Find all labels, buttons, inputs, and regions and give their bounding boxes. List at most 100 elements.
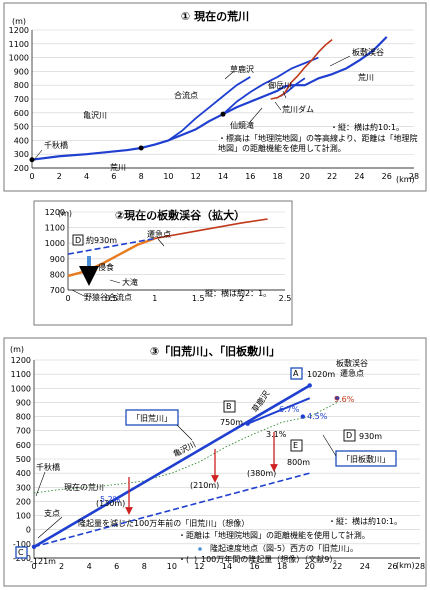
series-line (222, 56, 319, 115)
slope-old-itashiki: 4.5% (307, 412, 328, 421)
point-b: B 750m (220, 400, 243, 427)
series-line (154, 218, 268, 240)
point-a-value: 1020m (307, 370, 335, 379)
point-b-value: 750m (220, 418, 243, 427)
y-tick-label: 900 (16, 398, 31, 407)
y-tick-label: -100 (13, 540, 31, 549)
x-tick-label: 4 (84, 172, 89, 181)
point-d-label: D (346, 431, 352, 440)
uplift-130: (130m) (96, 499, 125, 508)
label-erosion: 侵食 (98, 262, 114, 272)
label-fulcrum: 支点 (44, 508, 60, 518)
x-tick-label: 16 (245, 172, 255, 181)
pointer-senshubashi (35, 471, 46, 497)
chart-title: ① 現在の荒川 (181, 9, 249, 23)
old-arakawa-box (125, 409, 179, 426)
y-tick-label: 1100 (45, 224, 65, 233)
x-tick-label: 26 (382, 172, 392, 181)
pointer-knickpoint (157, 238, 165, 247)
x-tick-label: 20 (300, 172, 310, 181)
point-a-box (290, 367, 303, 380)
label-knickpoint: 遷急点 (340, 368, 364, 378)
x-tick-label: 22 (332, 562, 342, 571)
y-tick-label: 700 (50, 286, 65, 295)
point-c-label: C (18, 548, 24, 557)
data-point (300, 414, 306, 419)
y-unit: (m) (10, 345, 24, 354)
x-tick-label: 1.5 (192, 294, 205, 303)
y-tick-label: 1100 (11, 370, 31, 379)
y-tick-label: 800 (14, 81, 29, 90)
slope-itashiki: 9.6% (334, 395, 355, 404)
note-ratio: 縦：横は約2：1。 (205, 288, 271, 298)
pointer-itashiki (329, 55, 351, 67)
note-method-text: ・標高は「地理院地図」の等高線より、距離は「地理院地図」の距離機能を使用して計測… (218, 134, 423, 154)
label-old-itashiki: 「旧板敷川」 (342, 454, 390, 464)
series-line (167, 76, 251, 142)
x-tick-label: 28 (415, 562, 425, 571)
y-tick-label: 900 (50, 255, 65, 264)
x-tick-label: 6 (114, 562, 119, 571)
chart-title: ③「旧荒川」、「旧板敷川」 (150, 344, 280, 358)
data-marker (220, 111, 226, 117)
x-tick-label: 18 (277, 562, 287, 571)
label-senshubashi: 千秋橋 (44, 140, 68, 150)
tick-labels: 700 800 900 1000 1100 1200 0 0.5 1 1.5 2 2.5 (45, 208, 292, 303)
y-tick-label: 500 (16, 455, 31, 464)
point-e-label: E (293, 441, 298, 450)
y-tick-label: 800 (16, 413, 31, 422)
chart-panel-old-rivers: ③「旧荒川」、「旧板敷川」 (m) (km) -200-100010020030… (3, 337, 427, 587)
point-c-box (15, 546, 28, 559)
point-b-box (223, 400, 236, 413)
point-a-label: A (293, 369, 299, 378)
y-tick-label: 1000 (9, 54, 29, 63)
y-tick-label: 400 (16, 469, 31, 478)
panel-frame (3, 2, 427, 192)
y-tick-label: 500 (14, 123, 29, 132)
note-ratio: ・縦：横は約10:1。 (330, 122, 404, 132)
pointer-senshubashi (33, 149, 43, 161)
note-method: ・距離は「地理院地図」の距離機能を使用して計測。 (178, 530, 370, 540)
label-old-arakawa: 「旧荒川」 (132, 413, 172, 423)
y-tick-label: 200 (14, 164, 29, 173)
data-point (335, 395, 340, 401)
y-tick-label: 100 (16, 512, 31, 521)
x-tick-label: 4 (87, 562, 92, 571)
y-tick-label: 1200 (9, 26, 29, 35)
label-yaen-confluence: 野猿谷合流点 (84, 292, 132, 302)
x-tick-label: 2.5 (279, 294, 292, 303)
label-knickpoint: 遷急点 (147, 229, 171, 239)
x-tick-label: 14 (218, 172, 228, 181)
y-tick-label: 1200 (45, 208, 65, 217)
x-tick-label: 16 (249, 562, 259, 571)
label-itashiki: 板敷渓谷 (352, 47, 384, 57)
x-tick-label: 18 (272, 172, 282, 181)
y-tick-label: 700 (16, 427, 31, 436)
point-d-label: D (75, 236, 81, 245)
chart-title: ②現在の板敷渓谷（拡大） (115, 208, 245, 222)
point-e: E 800m (287, 439, 310, 467)
label-mitakegawa: 御岳川 (268, 80, 292, 90)
y-tick-label: 300 (14, 150, 29, 159)
data-marker (138, 145, 144, 151)
y-tick-label: 0 (26, 526, 31, 535)
grid (31, 29, 414, 169)
pointer-kusashikazawa (224, 71, 234, 80)
y-tick-label: 700 (14, 95, 29, 104)
note-paren-close: ) (194, 555, 197, 564)
label-itashiki: 板敷渓谷 (336, 358, 368, 368)
series-line (247, 397, 311, 425)
x-tick-label: 10 (163, 172, 173, 181)
y-tick-label: 300 (16, 483, 31, 492)
point-e-value: 800m (287, 458, 310, 467)
x-tick-label: 12 (194, 562, 204, 571)
label-senkyodaki: 仙鏡滝 (230, 120, 254, 130)
y-tick-label: 1000 (11, 384, 31, 393)
y-unit: (m) (12, 17, 26, 26)
label-otaki: 大滝 (122, 277, 138, 287)
x-tick-label: 24 (354, 172, 364, 181)
point-d-box (72, 234, 84, 246)
label-arakawa-upper: 荒川 (358, 72, 374, 82)
x-tick-label: 1 (152, 294, 157, 303)
point-d: D 930m (343, 429, 382, 442)
